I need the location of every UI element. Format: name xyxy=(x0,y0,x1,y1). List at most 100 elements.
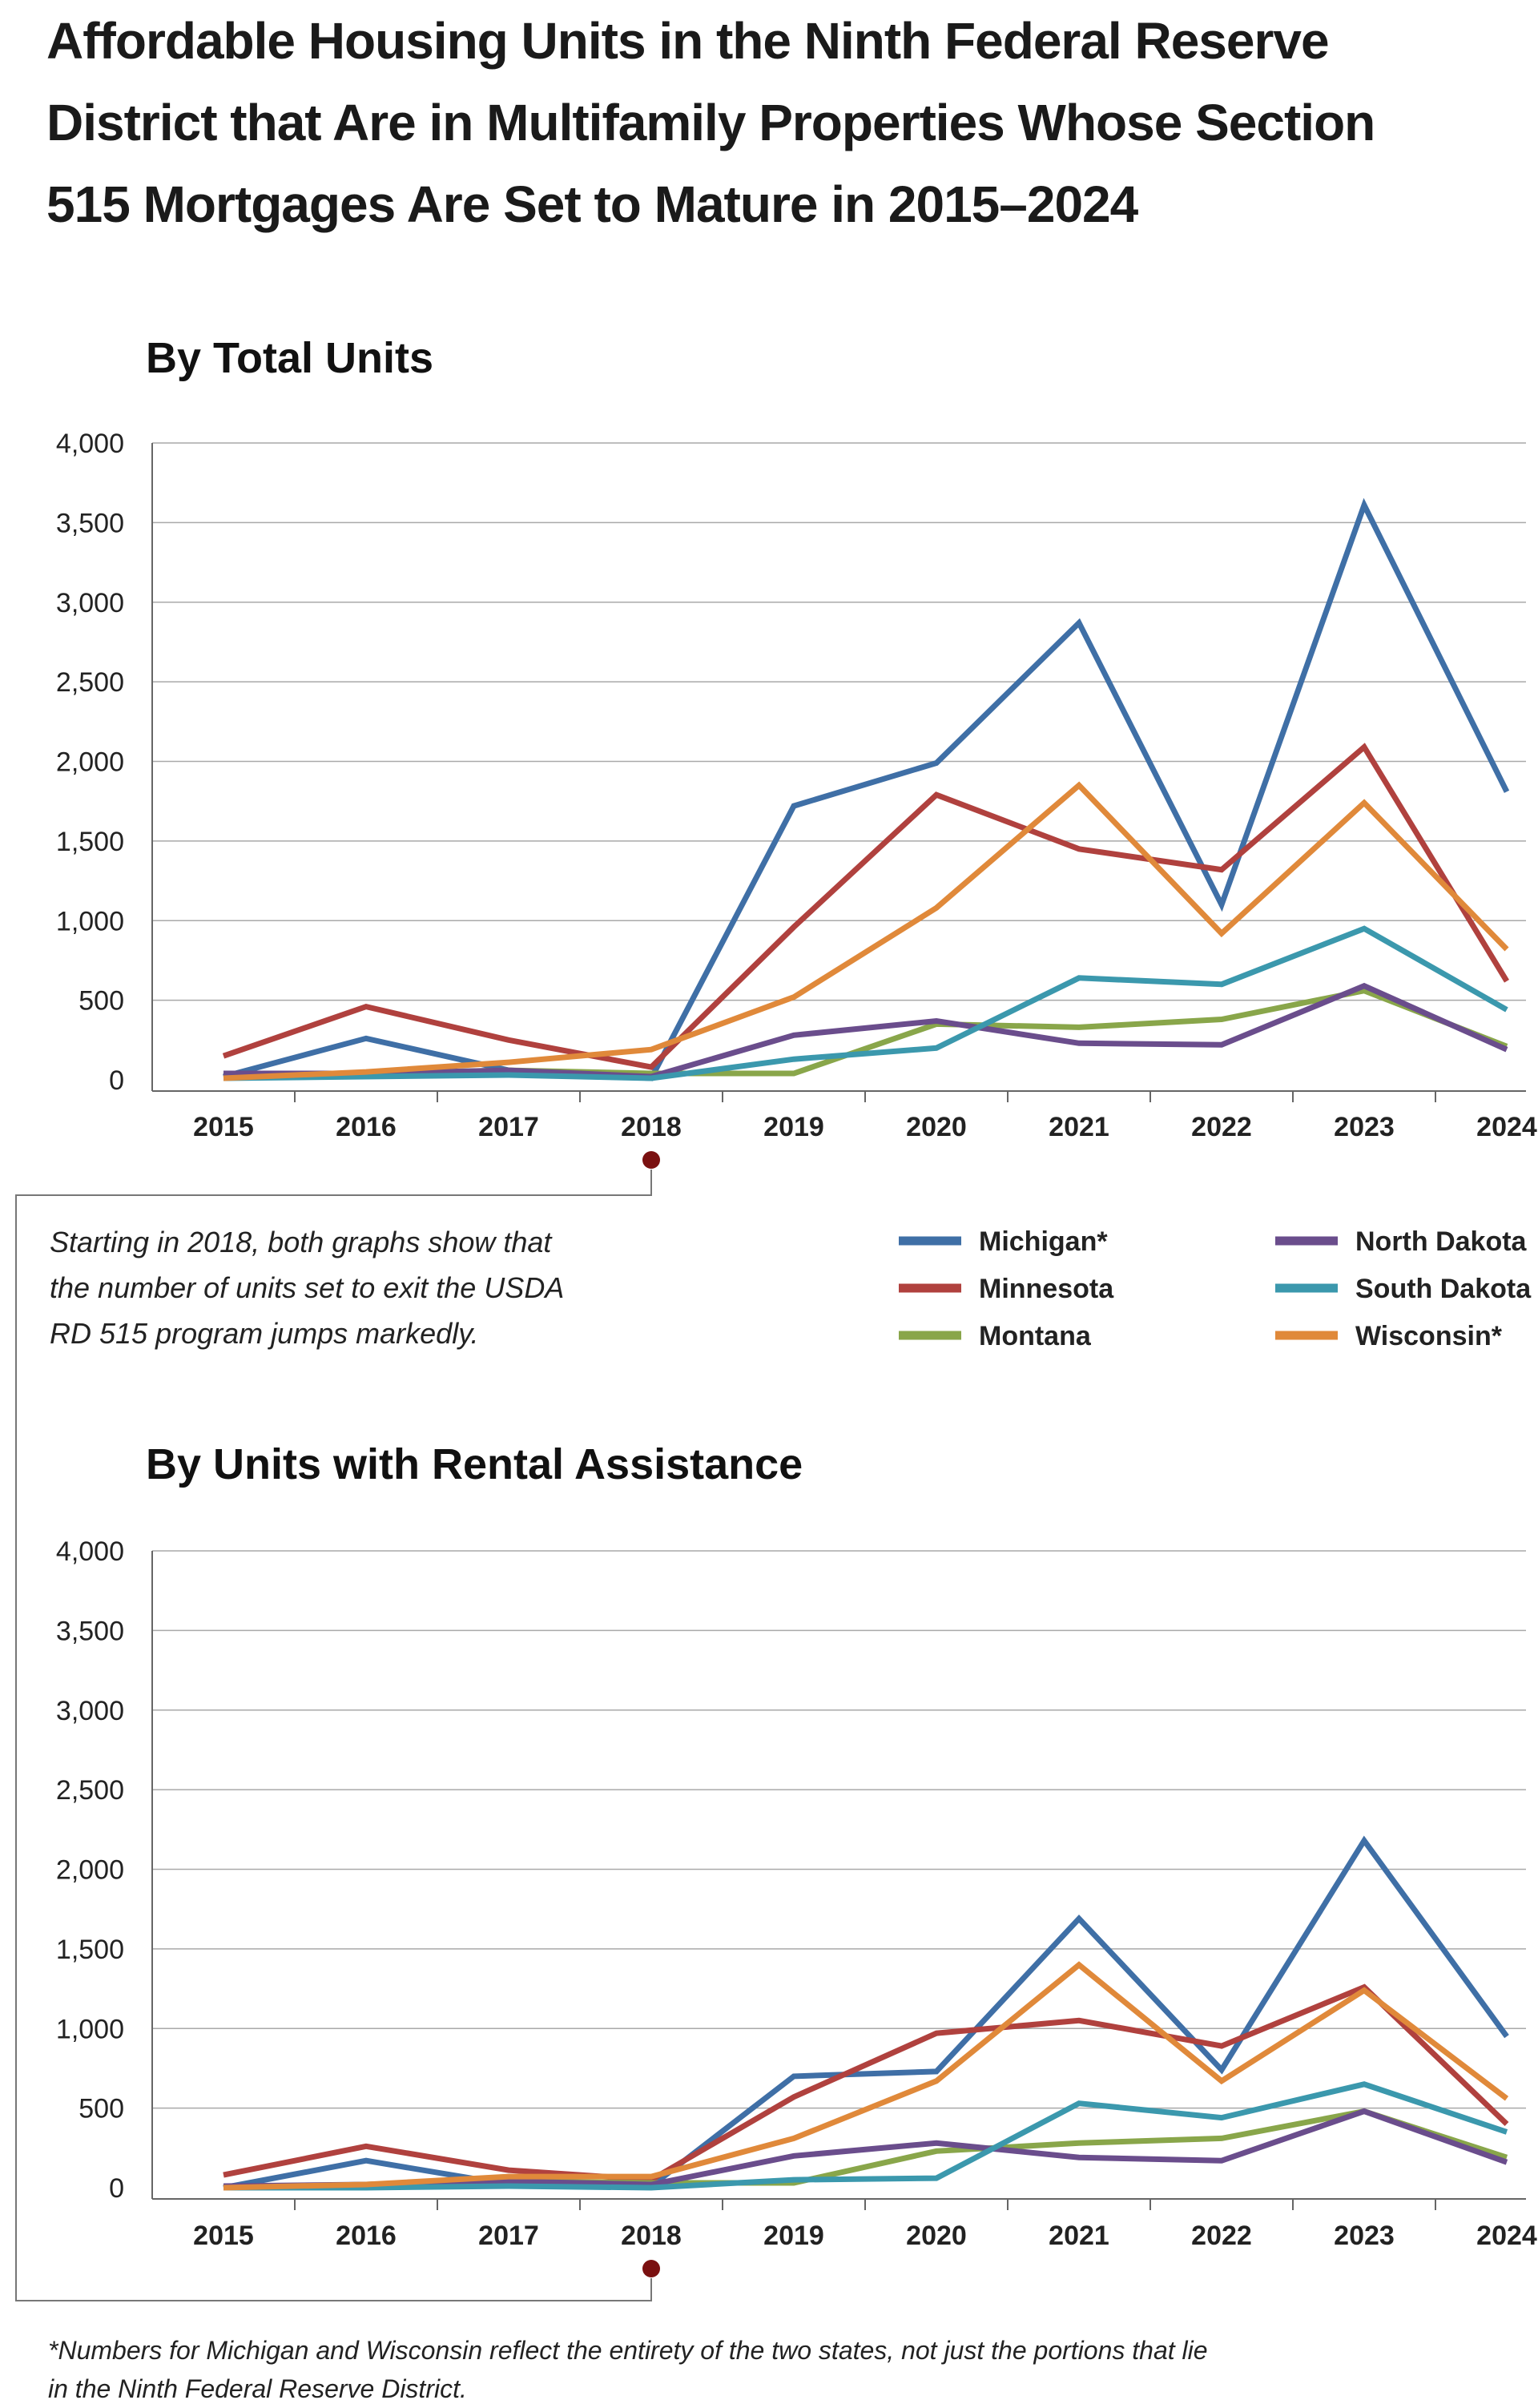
x-tick-label: 2021 xyxy=(1049,2221,1109,2251)
data-point xyxy=(1219,2079,1224,2084)
x-tick-label: 2017 xyxy=(478,1112,539,1142)
data-point xyxy=(1077,1041,1081,1045)
x-tick-label: 2022 xyxy=(1191,2221,1252,2251)
series-line xyxy=(223,925,1508,1081)
x-tick-label: 2023 xyxy=(1334,1112,1395,1142)
data-point xyxy=(506,2174,511,2179)
y-tick-label: 3,000 xyxy=(56,588,124,618)
title-line: District that Are in Multifamily Propert… xyxy=(46,94,1375,151)
data-point xyxy=(934,2176,939,2180)
legend-label: Michigan* xyxy=(979,1226,1108,1257)
data-point xyxy=(1077,1963,1081,1967)
x-tick-label: 2020 xyxy=(906,1112,967,1142)
data-point xyxy=(649,1065,654,1069)
x-tick-label: 2023 xyxy=(1334,2221,1395,2251)
data-point xyxy=(1077,976,1081,981)
data-point xyxy=(1077,783,1081,787)
y-tick-label: 500 xyxy=(79,2094,124,2124)
data-point xyxy=(506,2168,511,2172)
data-point xyxy=(934,2140,939,2145)
legend-label: Wisconsin* xyxy=(1355,1321,1503,1351)
data-point xyxy=(221,1076,226,1081)
data-point xyxy=(791,924,796,929)
legend-label: South Dakota xyxy=(1355,1274,1532,1304)
data-point xyxy=(1077,2155,1081,2160)
y-tick-label: 2,000 xyxy=(56,1855,124,1886)
title-line: 515 Mortgages Are Set to Mature in 2015–… xyxy=(46,175,1138,233)
y-tick-label: 3,500 xyxy=(56,508,124,538)
series-line xyxy=(223,988,1508,1078)
footnote-line: *Numbers for Michigan and Wisconsin refl… xyxy=(48,2336,1208,2365)
y-tick-label: 3,000 xyxy=(56,1696,124,1726)
data-point xyxy=(1077,1916,1081,1921)
data-point xyxy=(1219,2158,1224,2163)
data-point xyxy=(221,2185,226,2190)
data-point xyxy=(934,2148,939,2153)
series-line xyxy=(223,982,1508,1080)
data-point xyxy=(221,1071,226,1076)
data-point xyxy=(791,2177,796,2182)
data-point xyxy=(1362,503,1367,508)
data-point xyxy=(221,2172,226,2177)
footnote-line: in the Ninth Federal Reserve District. xyxy=(48,2374,467,2403)
chart-panel: By Total Units 0 500 1,000 1,500 2,000 2,500 3,… xyxy=(56,334,1537,1169)
data-point xyxy=(791,995,796,1000)
highlight-marker xyxy=(642,2260,660,2277)
y-tick-label: 1,000 xyxy=(56,2014,124,2044)
data-point xyxy=(506,1037,511,1042)
title-line: Affordable Housing Units in the Ninth Fe… xyxy=(46,12,1330,70)
highlight-marker xyxy=(642,1151,660,1169)
data-point xyxy=(1504,1047,1509,1052)
data-point xyxy=(1219,2116,1224,2120)
data-point xyxy=(1219,982,1224,987)
data-point xyxy=(1077,621,1081,626)
data-point xyxy=(1219,868,1224,872)
x-tick-label: 2022 xyxy=(1191,1112,1252,1142)
series-line xyxy=(223,1835,1509,2191)
data-point xyxy=(1362,800,1367,805)
data-point xyxy=(934,792,939,797)
data-point xyxy=(1362,2082,1367,2087)
y-tick-label: 0 xyxy=(109,1065,124,1096)
data-point xyxy=(1219,902,1224,907)
data-point xyxy=(221,1053,226,1058)
data-point xyxy=(791,1057,796,1061)
series-line xyxy=(222,743,1509,1070)
x-tick-label: 2019 xyxy=(763,2221,824,2251)
data-point xyxy=(649,1047,654,1052)
y-tick-label: 1,500 xyxy=(56,827,124,857)
data-point xyxy=(1077,847,1081,852)
data-point xyxy=(1504,979,1509,984)
data-point xyxy=(1077,2140,1081,2145)
x-tick-label: 2017 xyxy=(478,2221,539,2251)
data-point xyxy=(1219,1017,1224,1021)
data-point xyxy=(364,1074,368,1079)
data-point xyxy=(1504,947,1509,952)
data-point xyxy=(934,1045,939,1050)
data-point xyxy=(791,2095,796,2100)
data-point xyxy=(364,2158,368,2163)
data-point xyxy=(1504,789,1509,794)
x-tick-label: 2024 xyxy=(1476,2221,1537,2251)
x-tick-label: 2024 xyxy=(1476,1112,1537,1142)
footnote: *Numbers for Michigan and Wisconsin refl… xyxy=(48,2331,1362,2408)
data-point xyxy=(934,905,939,910)
data-point xyxy=(1362,1838,1367,1843)
y-tick-label: 0 xyxy=(109,2173,124,2204)
data-point xyxy=(1219,2136,1224,2140)
data-point xyxy=(934,2069,939,2074)
data-point xyxy=(1077,2101,1081,2106)
data-point xyxy=(506,2179,511,2184)
data-point xyxy=(1504,2160,1509,2164)
y-tick-label: 2,500 xyxy=(56,1775,124,1806)
data-point xyxy=(1362,926,1367,931)
data-point xyxy=(791,1071,796,1076)
data-point xyxy=(1219,2044,1224,2048)
data-point xyxy=(506,2184,511,2189)
data-point xyxy=(934,1018,939,1023)
legend: Michigan* Minnesota Montana North Dakota Sou… xyxy=(899,1226,1532,1351)
data-point xyxy=(1362,745,1367,750)
data-point xyxy=(934,2031,939,2036)
y-tick-label: 4,000 xyxy=(56,429,124,459)
